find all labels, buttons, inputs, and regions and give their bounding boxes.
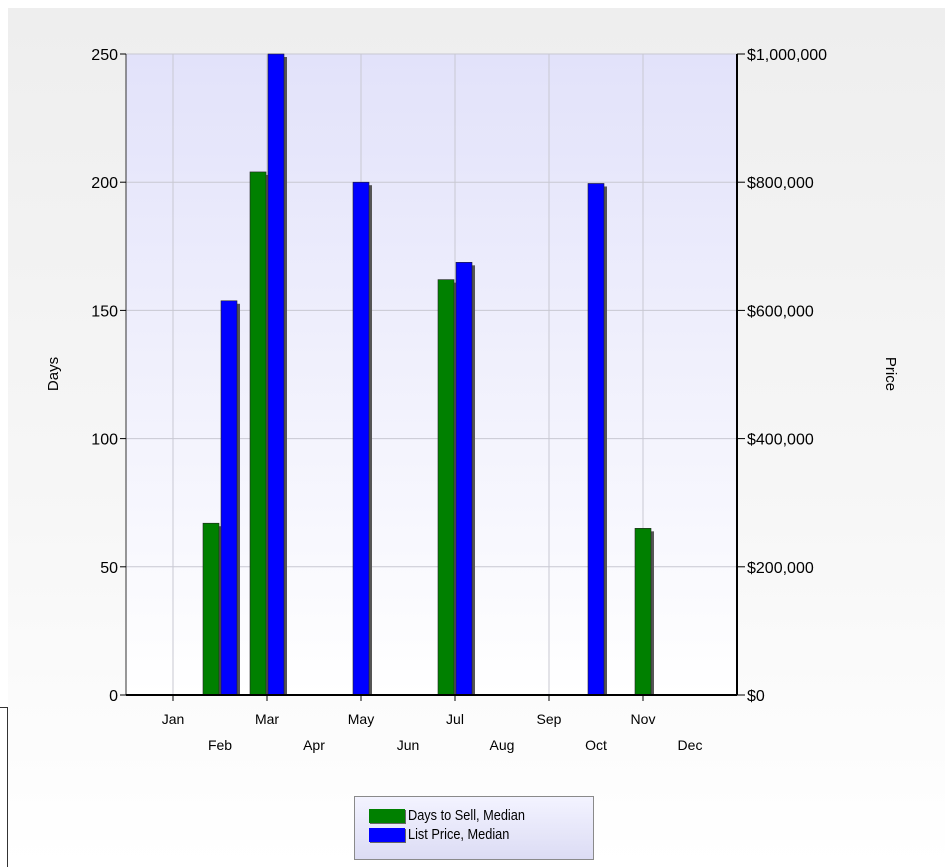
bar: [455, 262, 473, 696]
bar: [587, 183, 605, 696]
bar: [202, 522, 220, 696]
x-tick-label: Jun: [397, 737, 420, 753]
y2-tick-label: $200,000: [747, 560, 814, 577]
x-tick-label: Apr: [303, 737, 325, 753]
x-tick-label: Jan: [162, 711, 185, 727]
y-tick-label: 200: [91, 175, 118, 192]
x-tick-label: Nov: [631, 711, 656, 727]
y-axis-title: Days: [45, 357, 62, 391]
y-tick-label: 250: [91, 47, 118, 64]
y-tick-label: 150: [91, 303, 118, 320]
bar: [267, 53, 285, 696]
legend: Days to Sell, Median List Price, Median: [354, 796, 594, 860]
y2-tick-label: $1,000,000: [747, 47, 827, 64]
x-tick-label: Oct: [585, 737, 607, 753]
y2-tick-label: $400,000: [747, 432, 814, 449]
y-tick-label: 50: [100, 560, 118, 577]
bar: [437, 279, 455, 696]
legend-swatch-price: [369, 827, 405, 842]
x-tick-label: Dec: [678, 737, 703, 753]
legend-swatch-days: [369, 808, 405, 823]
legend-label-days: Days to Sell, Median: [408, 807, 525, 824]
bar: [249, 171, 267, 696]
x-tick-label: Sep: [537, 711, 562, 727]
legend-item-days: Days to Sell, Median: [369, 806, 593, 825]
y2-axis-title: Price: [882, 357, 899, 391]
bar: [220, 300, 238, 696]
x-tick-label: Mar: [255, 711, 279, 727]
y2-tick-label: $800,000: [747, 175, 814, 192]
x-tick-label: Feb: [208, 737, 232, 753]
y2-tick-label: $0: [747, 688, 765, 705]
legend-label-price: List Price, Median: [408, 826, 510, 843]
x-tick-label: May: [348, 711, 374, 727]
bar: [352, 181, 370, 696]
bar: [634, 528, 652, 696]
x-tick-label: Jul: [446, 711, 464, 727]
side-frame: [0, 707, 8, 867]
y-tick-label: 0: [109, 688, 118, 705]
y-tick-label: 100: [91, 432, 118, 449]
x-tick-label: Aug: [490, 737, 515, 753]
y2-tick-label: $600,000: [747, 303, 814, 320]
legend-item-price: List Price, Median: [369, 825, 593, 844]
